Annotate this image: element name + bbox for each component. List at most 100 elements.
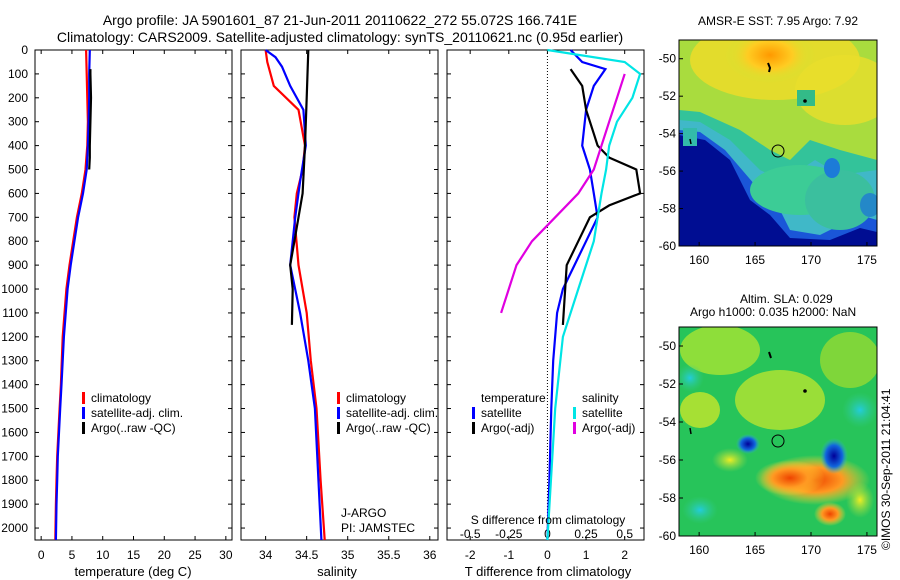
legend-label: satellite (481, 406, 522, 420)
legend-label: Argo(-adj) (481, 421, 534, 435)
depth-tick-label: 1000 (1, 282, 28, 296)
sst-map-argo-location (771, 144, 785, 158)
legend-label: satellite-adj. clim. (346, 406, 438, 420)
x-tick-label: 2 (621, 548, 628, 562)
map-lon-label: 165 (745, 253, 765, 267)
depth-tick-label: 100 (8, 67, 28, 81)
map-lat-label: -56 (659, 453, 677, 467)
x-tick-label: 0 (38, 548, 45, 562)
series-line (54, 49, 90, 541)
series-line (264, 49, 326, 541)
sla-map-title-line2: Argo h1000: 0.035 h2000: NaN (690, 305, 856, 319)
series-line (54, 49, 91, 541)
map-lon-label: 160 (689, 543, 709, 557)
x-tick-label: 35 (341, 548, 355, 562)
x-tick-label: 15 (127, 548, 141, 562)
sla-map-marker (803, 389, 807, 393)
legend-title-temperature: temperature (481, 391, 546, 405)
map-lon-label: 170 (801, 253, 821, 267)
legend-label: climatology (346, 391, 406, 405)
pi-institution-label: PI: JAMSTEC (341, 521, 415, 535)
legend-label: Argo(..raw -QC) (346, 421, 431, 435)
depth-tick-label: 800 (8, 234, 28, 248)
temperature-axis-label: temperature (deg C) (74, 564, 191, 579)
x-tick-label: 20 (158, 548, 172, 562)
depth-tick-label: 1100 (2, 306, 28, 320)
s-tick-label: 0.5 (616, 527, 633, 541)
temperature-panel-frame (34, 49, 233, 541)
depth-tick-label: 1600 (1, 425, 28, 439)
s-difference-axis-label: S difference from climatology (471, 513, 626, 527)
map-lon-label: 165 (745, 543, 765, 557)
sst-map-title: AMSR-E SST: 7.95 Argo: 7.92 (698, 14, 858, 28)
legend-label: Argo(-adj) (582, 421, 635, 435)
s-tick-label: -0.5 (460, 527, 481, 541)
depth-tick-label: 0 (21, 43, 28, 57)
depth-tick-label: 1500 (1, 402, 28, 416)
depth-tick-label: 700 (8, 210, 28, 224)
legend-label: satellite (582, 406, 623, 420)
map-lat-label: -54 (659, 127, 677, 141)
salinity-panel: 34 34.5 35 35.5 36 climatologysatellite-adj. … (259, 49, 438, 562)
series-line (561, 68, 642, 325)
x-tick-label: 10 (96, 548, 110, 562)
sla-map-argo-location (771, 434, 785, 448)
depth-tick-label: 1400 (1, 378, 28, 392)
header-title-line1: Argo profile: JA 5901601_87 21-Jun-2011 … (103, 12, 577, 28)
sla-map-axes: 160 165 170 175 -50 -52 -54 -56 -58 -60 (659, 339, 878, 557)
map-lat-label: -58 (659, 491, 677, 505)
legend-label: climatology (91, 391, 151, 405)
depth-tick-label: 300 (8, 115, 28, 129)
x-tick-label: -2 (465, 548, 476, 562)
legend-swatch (337, 407, 340, 419)
salinity-panel-frame (240, 49, 439, 541)
legend-label: satellite-adj. clim. (91, 406, 183, 420)
x-tick-label: 36 (423, 548, 437, 562)
legend-swatch (82, 407, 85, 419)
sst-map-frame (678, 39, 878, 247)
legend-swatch (82, 392, 85, 404)
series-line (500, 73, 626, 314)
series-line (546, 48, 642, 541)
map-lat-label: -50 (659, 339, 677, 353)
map-lon-label: 160 (689, 253, 709, 267)
map-lon-label: 170 (801, 543, 821, 557)
depth-tick-label: 1700 (1, 449, 28, 463)
salinity-axis-label: salinity (317, 564, 357, 579)
map-lat-label: -60 (659, 239, 677, 253)
legend-swatch (337, 422, 340, 434)
map-lat-label: -56 (659, 164, 677, 178)
legend-title-salinity: salinity (582, 391, 619, 405)
depth-tick-label: 1300 (1, 354, 28, 368)
sst-map-axes: 160 165 170 175 -50 -52 -54 -56 -58 -60 (659, 52, 878, 267)
x-tick-label: 34.5 (295, 548, 319, 562)
x-tick-label: 1 (583, 548, 590, 562)
x-tick-label: -1 (503, 548, 514, 562)
legend-swatch (573, 422, 576, 434)
credit-stamp: ©IMOS 30-Sep-2011 21:04:41 (879, 388, 893, 550)
series-line (88, 69, 93, 170)
legend-swatch (337, 392, 340, 404)
difference-panel-frame (446, 49, 645, 541)
sst-map-marker (803, 99, 807, 103)
sla-map-frame (678, 326, 878, 537)
s-tick-label: -0.25 (495, 527, 523, 541)
map-lat-label: -52 (659, 89, 677, 103)
t-difference-axis-label: T difference from climatology (465, 564, 632, 579)
depth-tick-label: 1900 (1, 497, 28, 511)
map-lat-label: -52 (659, 377, 677, 391)
header-title-line2: Climatology: CARS2009. Satellite-adjuste… (57, 29, 623, 45)
series-line (264, 49, 323, 541)
legend-label: Argo(..raw -QC) (91, 421, 176, 435)
x-tick-label: 35.5 (377, 548, 401, 562)
depth-tick-label: 500 (8, 163, 28, 177)
depth-tick-label: 200 (8, 91, 28, 105)
sla-map-float-track (768, 351, 772, 359)
s-tick-label: 0.25 (574, 527, 598, 541)
map-lat-label: -50 (659, 52, 677, 66)
legend-swatch (82, 422, 85, 434)
map-lat-label: -60 (659, 529, 677, 543)
legend-swatch (472, 422, 475, 434)
